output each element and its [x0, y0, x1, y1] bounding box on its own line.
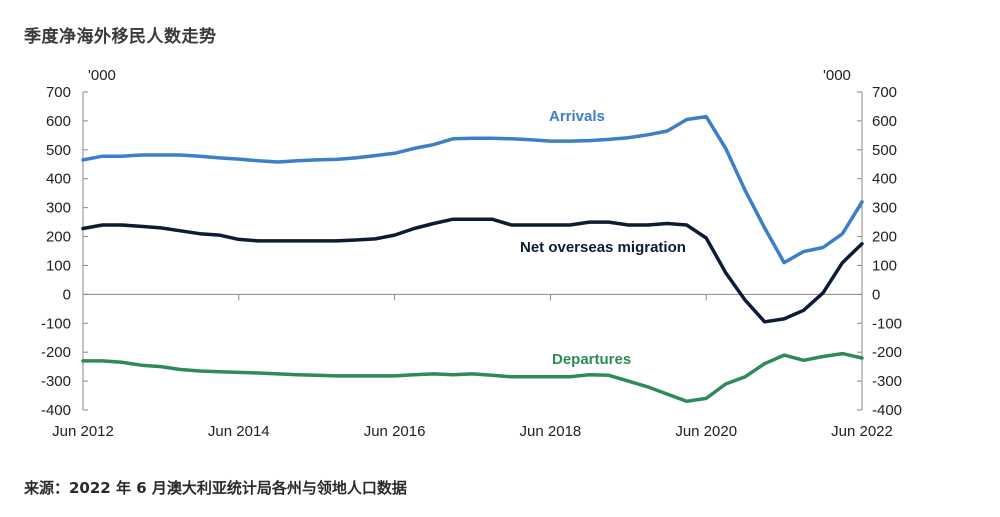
series-layer [81, 114, 864, 404]
y-tick-label-left: 700 [46, 84, 71, 101]
y-unit-left: '000 [88, 67, 116, 84]
x-tick-label: Jun 2016 [364, 423, 426, 440]
y-tick-label-right: 700 [872, 84, 897, 101]
y-tick-label-right: 500 [872, 142, 897, 159]
y-tick-label-left: -300 [41, 373, 71, 390]
series-label-arrivals: Arrivals [549, 108, 605, 125]
y-tick-label-left: 100 [46, 257, 71, 274]
x-tick-label: Jun 2014 [208, 423, 270, 440]
series-line-departures [81, 351, 864, 404]
y-tick-label-right: 100 [872, 257, 897, 274]
y-tick-label-left: 400 [46, 171, 71, 188]
y-tick-label-left: 0 [63, 286, 71, 303]
series-line-arrivals [81, 114, 864, 265]
x-tick-label: Jun 2012 [52, 423, 114, 440]
y-tick-label-left: -100 [41, 315, 71, 332]
y-tick-label-right: 200 [872, 229, 897, 246]
y-tick-label-left: 300 [46, 200, 71, 217]
x-tick-label: Jun 2018 [520, 423, 582, 440]
x-tick-label: Jun 2020 [675, 423, 737, 440]
y-tick-label-right: 600 [872, 113, 897, 130]
x-tick-label: Jun 2022 [831, 423, 893, 440]
series-label-net-overseas-migration: Net overseas migration [520, 239, 686, 256]
y-tick-label-right: -300 [872, 373, 902, 390]
y-tick-label-left: 500 [46, 142, 71, 159]
series-label-departures: Departures [552, 351, 631, 368]
y-tick-label-left: 200 [46, 229, 71, 246]
y-tick-label-right: 0 [872, 286, 880, 303]
y-tick-label-right: 400 [872, 171, 897, 188]
y-tick-label-right: -100 [872, 315, 902, 332]
y-tick-label-right: -400 [872, 402, 902, 419]
axes: 700 700 600 600 500 500 400 400 300 300 200 200 100 1… [41, 84, 902, 440]
y-unit-right: '000 [823, 67, 851, 84]
y-tick-label-left: 600 [46, 113, 71, 130]
y-tick-label-right: 300 [872, 200, 897, 217]
chart-title: 季度净海外移民人数走势 [24, 27, 217, 47]
y-tick-label-left: -200 [41, 344, 71, 361]
y-tick-label-left: -400 [41, 402, 71, 419]
source-note: 来源：2022 年 6 月澳大利亚统计局各州与领地人口数据 [24, 479, 407, 497]
y-tick-label-right: -200 [872, 344, 902, 361]
series-line-net-overseas-migration [81, 217, 864, 324]
